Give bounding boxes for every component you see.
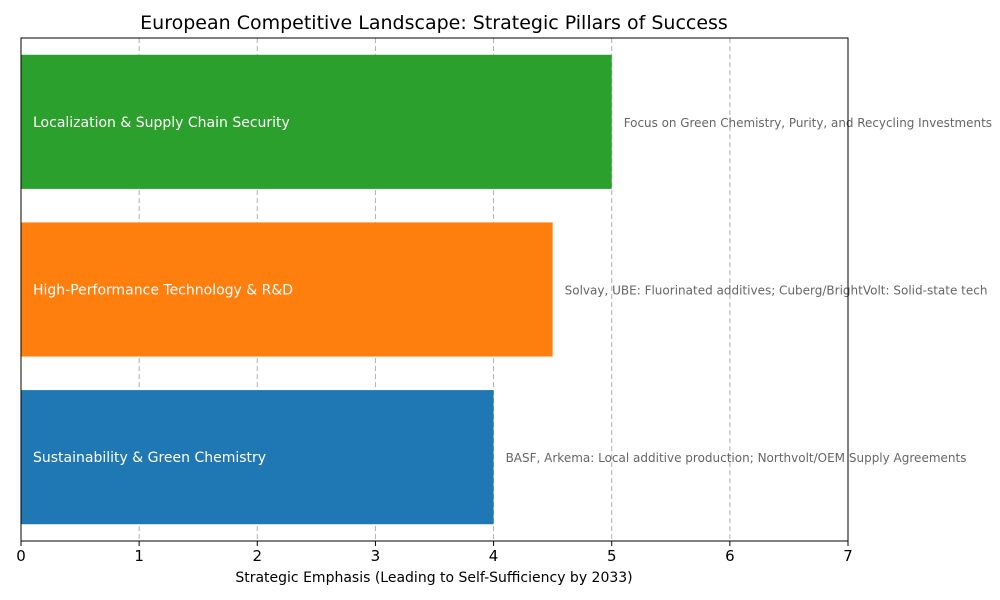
x-axis-ticks: 0 1 2 3 4 5 6 7 xyxy=(16,541,853,565)
bar-category-label: Sustainability & Green Chemistry xyxy=(33,450,266,466)
x-tick-label: 0 xyxy=(16,547,26,565)
bar-annotation: BASF, Arkema: Local additive production;… xyxy=(506,451,967,465)
x-tick-label: 6 xyxy=(725,547,735,565)
bar-category-label: High-Performance Technology & R&D xyxy=(33,283,293,299)
x-axis-label: Strategic Emphasis (Leading to Self-Suff… xyxy=(235,570,632,586)
plot-frame xyxy=(20,37,849,542)
bar xyxy=(21,390,494,525)
x-tick-label: 4 xyxy=(489,547,499,565)
bars-layer: Sustainability & Green Chemistry BASF, Ar… xyxy=(21,54,992,525)
x-tick-label: 7 xyxy=(843,547,853,565)
bar-category-label: Localization & Supply Chain Security xyxy=(33,115,290,131)
x-tick-label: 2 xyxy=(253,547,263,565)
x-tick-label: 1 xyxy=(134,547,144,565)
x-tick-label: 5 xyxy=(607,547,617,565)
x-tick-label: 3 xyxy=(371,547,381,565)
bar xyxy=(21,222,553,357)
bar xyxy=(21,54,612,189)
bar-annotation: Focus on Green Chemistry, Purity, and Re… xyxy=(624,116,992,130)
chart-title: European Competitive Landscape: Strategi… xyxy=(140,12,728,34)
bar-annotation: Solvay, UBE: Fluorinated additives; Cube… xyxy=(565,284,988,298)
